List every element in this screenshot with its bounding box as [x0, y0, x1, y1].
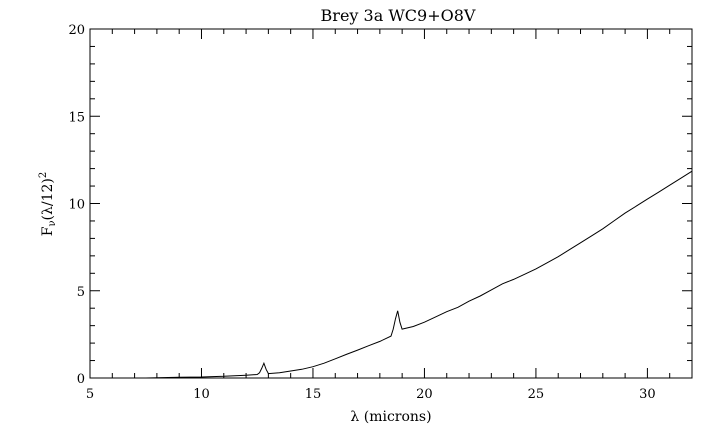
x-axis-title: λ (microns)	[350, 409, 431, 425]
x-tick-label: 30	[639, 387, 656, 402]
y-axis-title-sub: ν	[47, 220, 58, 226]
axis-ticks	[89, 28, 693, 379]
x-tick-label: 25	[528, 387, 545, 402]
x-tick-label: 5	[86, 387, 94, 402]
plot-frame	[89, 28, 693, 379]
x-tick-label: 15	[305, 387, 322, 402]
spectrum-line	[145, 170, 693, 379]
y-tick-label: 20	[68, 23, 85, 38]
y-axis-title-main: F	[40, 226, 56, 236]
y-tick-label: 15	[68, 110, 85, 125]
x-tick-label: 20	[416, 387, 433, 402]
y-tick-label: 0	[77, 372, 85, 387]
y-tick-label: 10	[68, 198, 85, 213]
chart-title: Brey 3a WC9+O8V	[321, 6, 476, 25]
x-tick-label: 10	[193, 387, 210, 402]
y-axis-title-sup: 2	[38, 172, 49, 178]
y-axis-title-rest: (λ/12)	[40, 178, 56, 220]
y-axis-title: Fν(λ/12)2	[38, 172, 58, 237]
y-tick-label: 5	[77, 285, 85, 300]
